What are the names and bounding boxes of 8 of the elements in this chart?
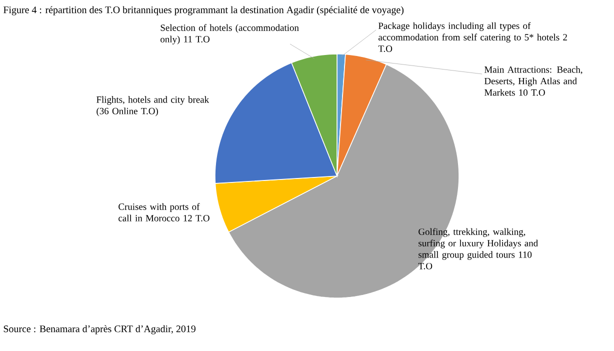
slice-label: Cruises with ports of call in Morocco 12 T.O	[118, 203, 210, 222]
slice-label: Main Attractions: Beach, Deserts, High Atlas and Markets 10 T.O	[484, 66, 582, 96]
slice-label: Flights, hotels and city break (36 Online T.O)	[96, 96, 210, 116]
chart-title: Figure 4 : répartition des T.O britanniques programmant la destination Agadir (spécialité de voyage)	[3, 6, 404, 16]
slice-label: Golfing, ttrekking, walking, surfing or luxury Holidays and small group guided tours 110 T.O	[418, 228, 538, 270]
slice-label: Selection of hotels (accommodation only) 11 T.O	[160, 24, 299, 44]
source-note: Source : Benamara d’après CRT d’Agadir, 2019	[4, 325, 196, 334]
slice-label: Package holidays including all types of accommodation from self catering to 5* hotels 2 T.O	[378, 22, 567, 52]
